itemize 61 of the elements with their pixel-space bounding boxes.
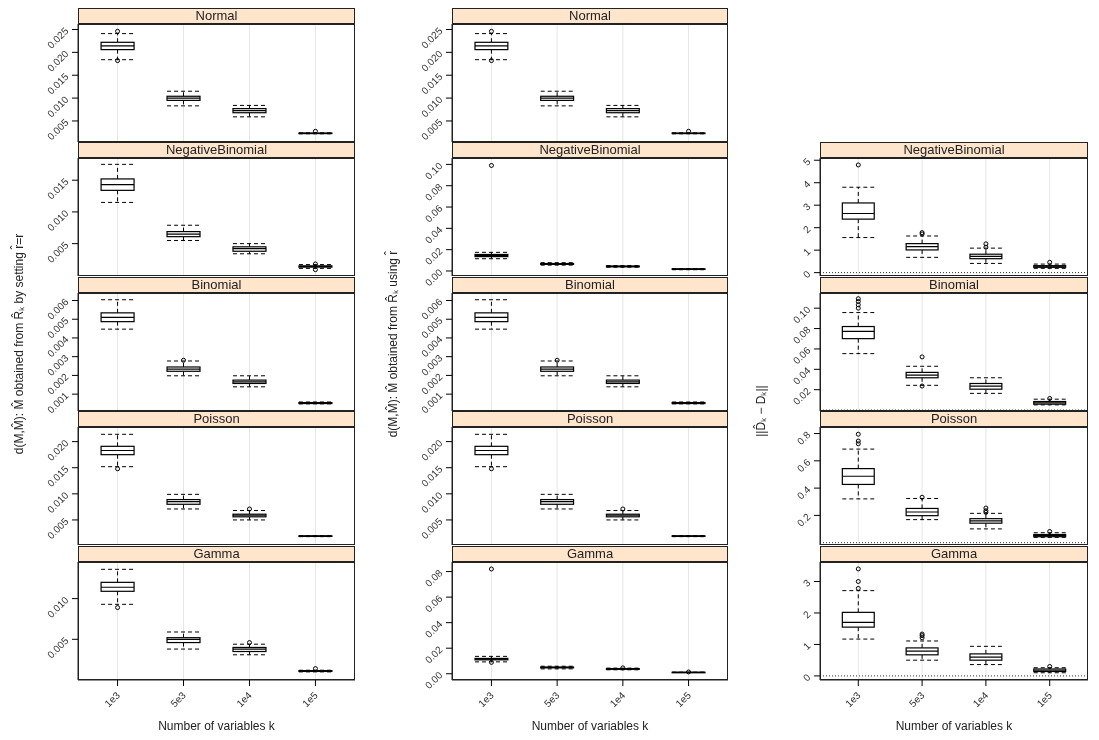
chart-title: Binomial bbox=[78, 276, 355, 293]
y-tick-label: 2 bbox=[800, 223, 813, 236]
x-tick-label: 1e5 bbox=[300, 688, 321, 709]
y-axis-title: d(M,M̂): M̂ obtained from R̂ₖ using r̂ bbox=[383, 250, 401, 438]
y-tick-label: 0.02 bbox=[422, 643, 445, 666]
y-tick-label: 0.10 bbox=[790, 303, 813, 326]
chart-title: NegativeBinomial bbox=[452, 142, 728, 159]
chart-title: Binomial bbox=[452, 276, 728, 293]
chart-title: Poisson bbox=[78, 411, 355, 428]
chart-title: Poisson bbox=[820, 411, 1088, 428]
y-tick-label: 4 bbox=[800, 178, 813, 191]
chart-title: NegativeBinomial bbox=[78, 142, 355, 159]
y-tick-label: 0.04 bbox=[422, 617, 445, 640]
x-axis-title: Number of variables k bbox=[895, 718, 1014, 733]
y-tick-label: 2 bbox=[800, 608, 813, 621]
x-tick-label: 5e3 bbox=[541, 688, 562, 709]
chart-title: Normal bbox=[452, 8, 728, 24]
y-tick-label: 1 bbox=[800, 639, 813, 652]
x-tick-label: 1e4 bbox=[607, 688, 628, 709]
chart-title: Normal bbox=[78, 8, 355, 24]
x-tick-label: 1e5 bbox=[1034, 688, 1055, 709]
y-tick-label: 0.04 bbox=[790, 364, 813, 387]
x-tick-label: 5e3 bbox=[906, 688, 927, 709]
x-tick-label: 1e3 bbox=[102, 688, 123, 709]
x-tick-label: 1e3 bbox=[843, 688, 864, 709]
x-axis-title: Number of variables k bbox=[531, 718, 650, 733]
x-tick-label: 1e3 bbox=[476, 688, 497, 709]
x-tick-label: 1e5 bbox=[673, 688, 694, 709]
y-tick-label: 0.08 bbox=[422, 181, 445, 204]
y-tick-label: 0.10 bbox=[422, 160, 445, 183]
y-tick-label: 0 bbox=[800, 268, 813, 281]
y-tick-label: 0.06 bbox=[790, 344, 813, 367]
y-tick-label: 3 bbox=[800, 576, 813, 589]
chart-title: NegativeBinomial bbox=[820, 142, 1088, 159]
x-axis-title: Number of variables k bbox=[158, 718, 276, 733]
chart-title: Poisson bbox=[452, 411, 728, 428]
y-tick-label: 3 bbox=[800, 201, 813, 214]
y-tick-label: 5 bbox=[800, 156, 813, 169]
x-tick-label: 1e4 bbox=[970, 688, 991, 709]
chart-title: Gamma bbox=[78, 545, 355, 562]
y-tick-label: 0.06 bbox=[422, 202, 445, 225]
x-tick-label: 1e4 bbox=[234, 688, 255, 709]
y-tick-label: 0.02 bbox=[422, 245, 445, 268]
y-tick-label: 0.8 bbox=[794, 429, 813, 448]
y-tick-label: 0.6 bbox=[794, 456, 813, 475]
chart-title: Gamma bbox=[820, 545, 1088, 562]
y-tick-label: 0.2 bbox=[794, 511, 813, 529]
chart-title: Gamma bbox=[452, 545, 728, 562]
y-tick-label: 0.00 bbox=[422, 668, 445, 691]
y-axis-title: ||D̂ₖ − Dₖ|| bbox=[752, 385, 769, 437]
y-tick-label: 0.4 bbox=[794, 483, 813, 502]
chart-title: Binomial bbox=[820, 276, 1088, 293]
y-tick-label: 0.04 bbox=[422, 224, 445, 247]
y-tick-label: 0 bbox=[800, 670, 813, 683]
x-tick-label: 5e3 bbox=[168, 688, 189, 709]
y-tick-label: 1 bbox=[800, 245, 813, 259]
y-axis-title: d(M,M̂): M̂ obtained from R̂ₖ by setting r̂=r bbox=[9, 233, 27, 454]
y-tick-label: 0.02 bbox=[790, 384, 813, 407]
y-tick-label: 0.08 bbox=[422, 566, 445, 589]
y-tick-label: 0.06 bbox=[422, 592, 445, 615]
y-tick-label: 0.00 bbox=[422, 266, 445, 289]
